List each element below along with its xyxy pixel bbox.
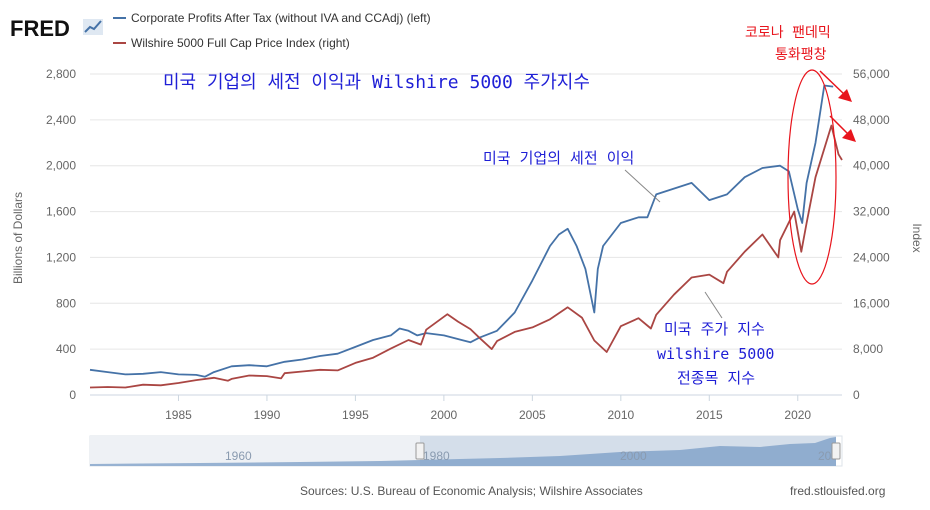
navigator-unselected-left xyxy=(90,436,420,466)
navigator-handle-left[interactable] xyxy=(415,442,425,460)
annotation-covid-ellipse xyxy=(787,69,837,285)
y-left-tick-label: 1,600 xyxy=(46,205,76,219)
y-axis-right-title: Index xyxy=(910,223,924,252)
x-tick-label: 1990 xyxy=(254,408,281,422)
annotation-arrow-2 xyxy=(829,115,856,142)
fred-logo-graph-icon xyxy=(83,19,103,35)
y-left-tick-label: 2,000 xyxy=(46,159,76,173)
footer-sources: Sources: U.S. Bureau of Economic Analysi… xyxy=(300,484,643,498)
y-axis-right: 0 8,000 16,000 24,000 32,000 40,000 48,000 56,0… xyxy=(853,67,890,402)
annotation-arrow-1 xyxy=(819,70,852,102)
x-tick-label: 2005 xyxy=(519,408,546,422)
annotation-profit-pointer xyxy=(624,169,661,203)
navigator-label-1980: 1980 xyxy=(423,449,450,463)
x-tick-label: 2000 xyxy=(431,408,458,422)
x-tick-label: 2010 xyxy=(607,408,634,422)
annotation-index-label-2: wilshire 5000 xyxy=(657,345,774,363)
y-left-tick-label: 1,200 xyxy=(46,250,76,264)
legend: Corporate Profits After Tax (without IVA… xyxy=(113,11,431,50)
annotation-index-pointer xyxy=(704,291,723,319)
legend-item-wilshire[interactable]: Wilshire 5000 Full Cap Price Index (righ… xyxy=(131,36,350,50)
annotation-covid-1: 코로나 팬데믹 xyxy=(745,25,831,41)
y-left-tick-label: 400 xyxy=(56,342,76,356)
navigator-label-2000: 2000 xyxy=(620,449,647,463)
y-axis-left: 0 400 800 1,200 1,600 2,000 2,400 2,800 xyxy=(46,67,76,402)
y-right-tick-label: 48,000 xyxy=(853,113,890,127)
legend-item-profits[interactable]: Corporate Profits After Tax (without IVA… xyxy=(131,11,431,25)
fred-logo[interactable]: FRED xyxy=(10,16,70,41)
range-navigator[interactable]: 1960 1980 2000 20 xyxy=(89,435,843,467)
y-axis-left-title: Billions of Dollars xyxy=(11,192,25,284)
x-tick-label: 1985 xyxy=(165,408,192,422)
x-axis: 1985 1990 1995 2000 2005 2010 2015 2020 xyxy=(165,395,811,422)
footer-site-link[interactable]: fred.stlouisfed.org xyxy=(790,484,885,498)
chart-annotation-title: 미국 기업의 세전 이익과 Wilshire 5000 주가지수 xyxy=(163,72,590,93)
y-right-tick-label: 16,000 xyxy=(853,296,890,310)
series-line-profits[interactable] xyxy=(89,84,834,378)
x-tick-label: 2015 xyxy=(696,408,723,422)
annotation-covid-2: 통화팽창 xyxy=(775,47,827,63)
y-right-tick-label: 40,000 xyxy=(853,159,890,173)
x-tick-label: 2020 xyxy=(784,408,811,422)
series-line-wilshire[interactable] xyxy=(89,124,843,389)
navigator-series-area xyxy=(90,437,836,466)
series-lines xyxy=(89,84,843,389)
x-tick-label: 1995 xyxy=(342,408,369,422)
annotation-index-label-3: 전종목 지수 xyxy=(677,369,755,387)
y-right-tick-label: 24,000 xyxy=(853,250,890,264)
y-right-tick-label: 56,000 xyxy=(853,67,890,81)
navigator-label-1960: 1960 xyxy=(225,449,252,463)
y-right-tick-label: 0 xyxy=(853,388,860,402)
gridlines xyxy=(90,73,842,396)
y-left-tick-label: 2,400 xyxy=(46,113,76,127)
y-right-tick-label: 32,000 xyxy=(853,205,890,219)
navigator-handle-right[interactable] xyxy=(831,442,841,460)
annotation-profit-label: 미국 기업의 세전 이익 xyxy=(483,149,634,167)
navigator-label-20: 20 xyxy=(818,449,832,463)
y-left-tick-label: 800 xyxy=(56,296,76,310)
y-left-tick-label: 2,800 xyxy=(46,67,76,81)
y-left-tick-label: 0 xyxy=(69,388,76,402)
annotation-index-label-1: 미국 주가 지수 xyxy=(664,320,765,338)
y-right-tick-label: 8,000 xyxy=(853,342,883,356)
